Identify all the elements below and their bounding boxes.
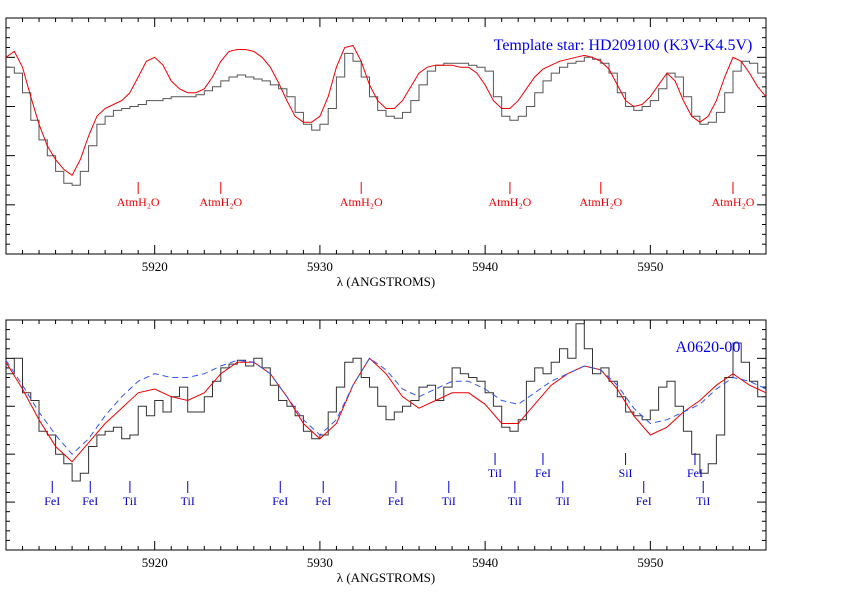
line-marker-label: FeI <box>687 466 703 480</box>
x-tick-label: 5930 <box>307 259 333 274</box>
line-marker-label: AtmH₂O <box>579 195 622 209</box>
line-marker-label: FeI <box>315 494 331 508</box>
a0620-panel: 5920 5930 5940 5950 A0620-00 FeI FeI TiI TiI FeI F… <box>5 319 767 585</box>
template-fit-line <box>5 44 767 177</box>
x-tick-label: 5920 <box>142 259 168 274</box>
line-marker-label: TiI <box>696 494 710 508</box>
line-marker-label: FeI <box>636 494 652 508</box>
x-tick-label: 5940 <box>472 555 498 570</box>
line-marker-label: FeI <box>535 466 551 480</box>
x-tick-label: 5950 <box>637 555 663 570</box>
template-fit-line <box>5 357 767 463</box>
x-tick-label: 5940 <box>472 259 498 274</box>
observed-spectrum <box>6 323 766 482</box>
model-fit-dashed <box>5 357 767 455</box>
x-tick-label: 5930 <box>307 555 333 570</box>
line-marker-label: AtmH₂O <box>712 195 755 209</box>
line-marker-label: TiI <box>556 494 570 508</box>
line-marker-label: FeI <box>44 494 60 508</box>
x-axis-title: λ (ANGSTROMS) <box>337 274 435 289</box>
line-marker-label: FeI <box>388 494 404 508</box>
plot-frame <box>5 319 767 551</box>
line-marker-label: TiI <box>181 494 195 508</box>
line-marker-label: FeI <box>82 494 98 508</box>
line-marker-label: TiI <box>442 494 456 508</box>
line-marker-label: AtmH₂O <box>117 195 160 209</box>
line-marker-label: AtmH₂O <box>488 195 531 209</box>
line-marker-label: AtmH₂O <box>340 195 383 209</box>
line-marker-label: TiI <box>508 494 522 508</box>
panel-title: Template star: HD209100 (K3V-K4.5V) <box>494 37 753 54</box>
line-marker-label: TiI <box>123 494 137 508</box>
x-axis-title: λ (ANGSTROMS) <box>337 570 435 585</box>
line-marker-label: FeI <box>272 494 288 508</box>
line-marker-label: TiI <box>488 466 502 480</box>
line-marker-label: AtmH₂O <box>199 195 242 209</box>
panel-title: A0620-00 <box>676 339 741 356</box>
x-tick-label: 5950 <box>637 259 663 274</box>
observed-spectrum <box>6 52 766 186</box>
template-star-panel: 5920 5930 5940 5950 Template star: HD209100 … <box>5 17 767 289</box>
line-marker-label: SiI <box>619 466 633 480</box>
x-tick-label: 5920 <box>142 555 168 570</box>
